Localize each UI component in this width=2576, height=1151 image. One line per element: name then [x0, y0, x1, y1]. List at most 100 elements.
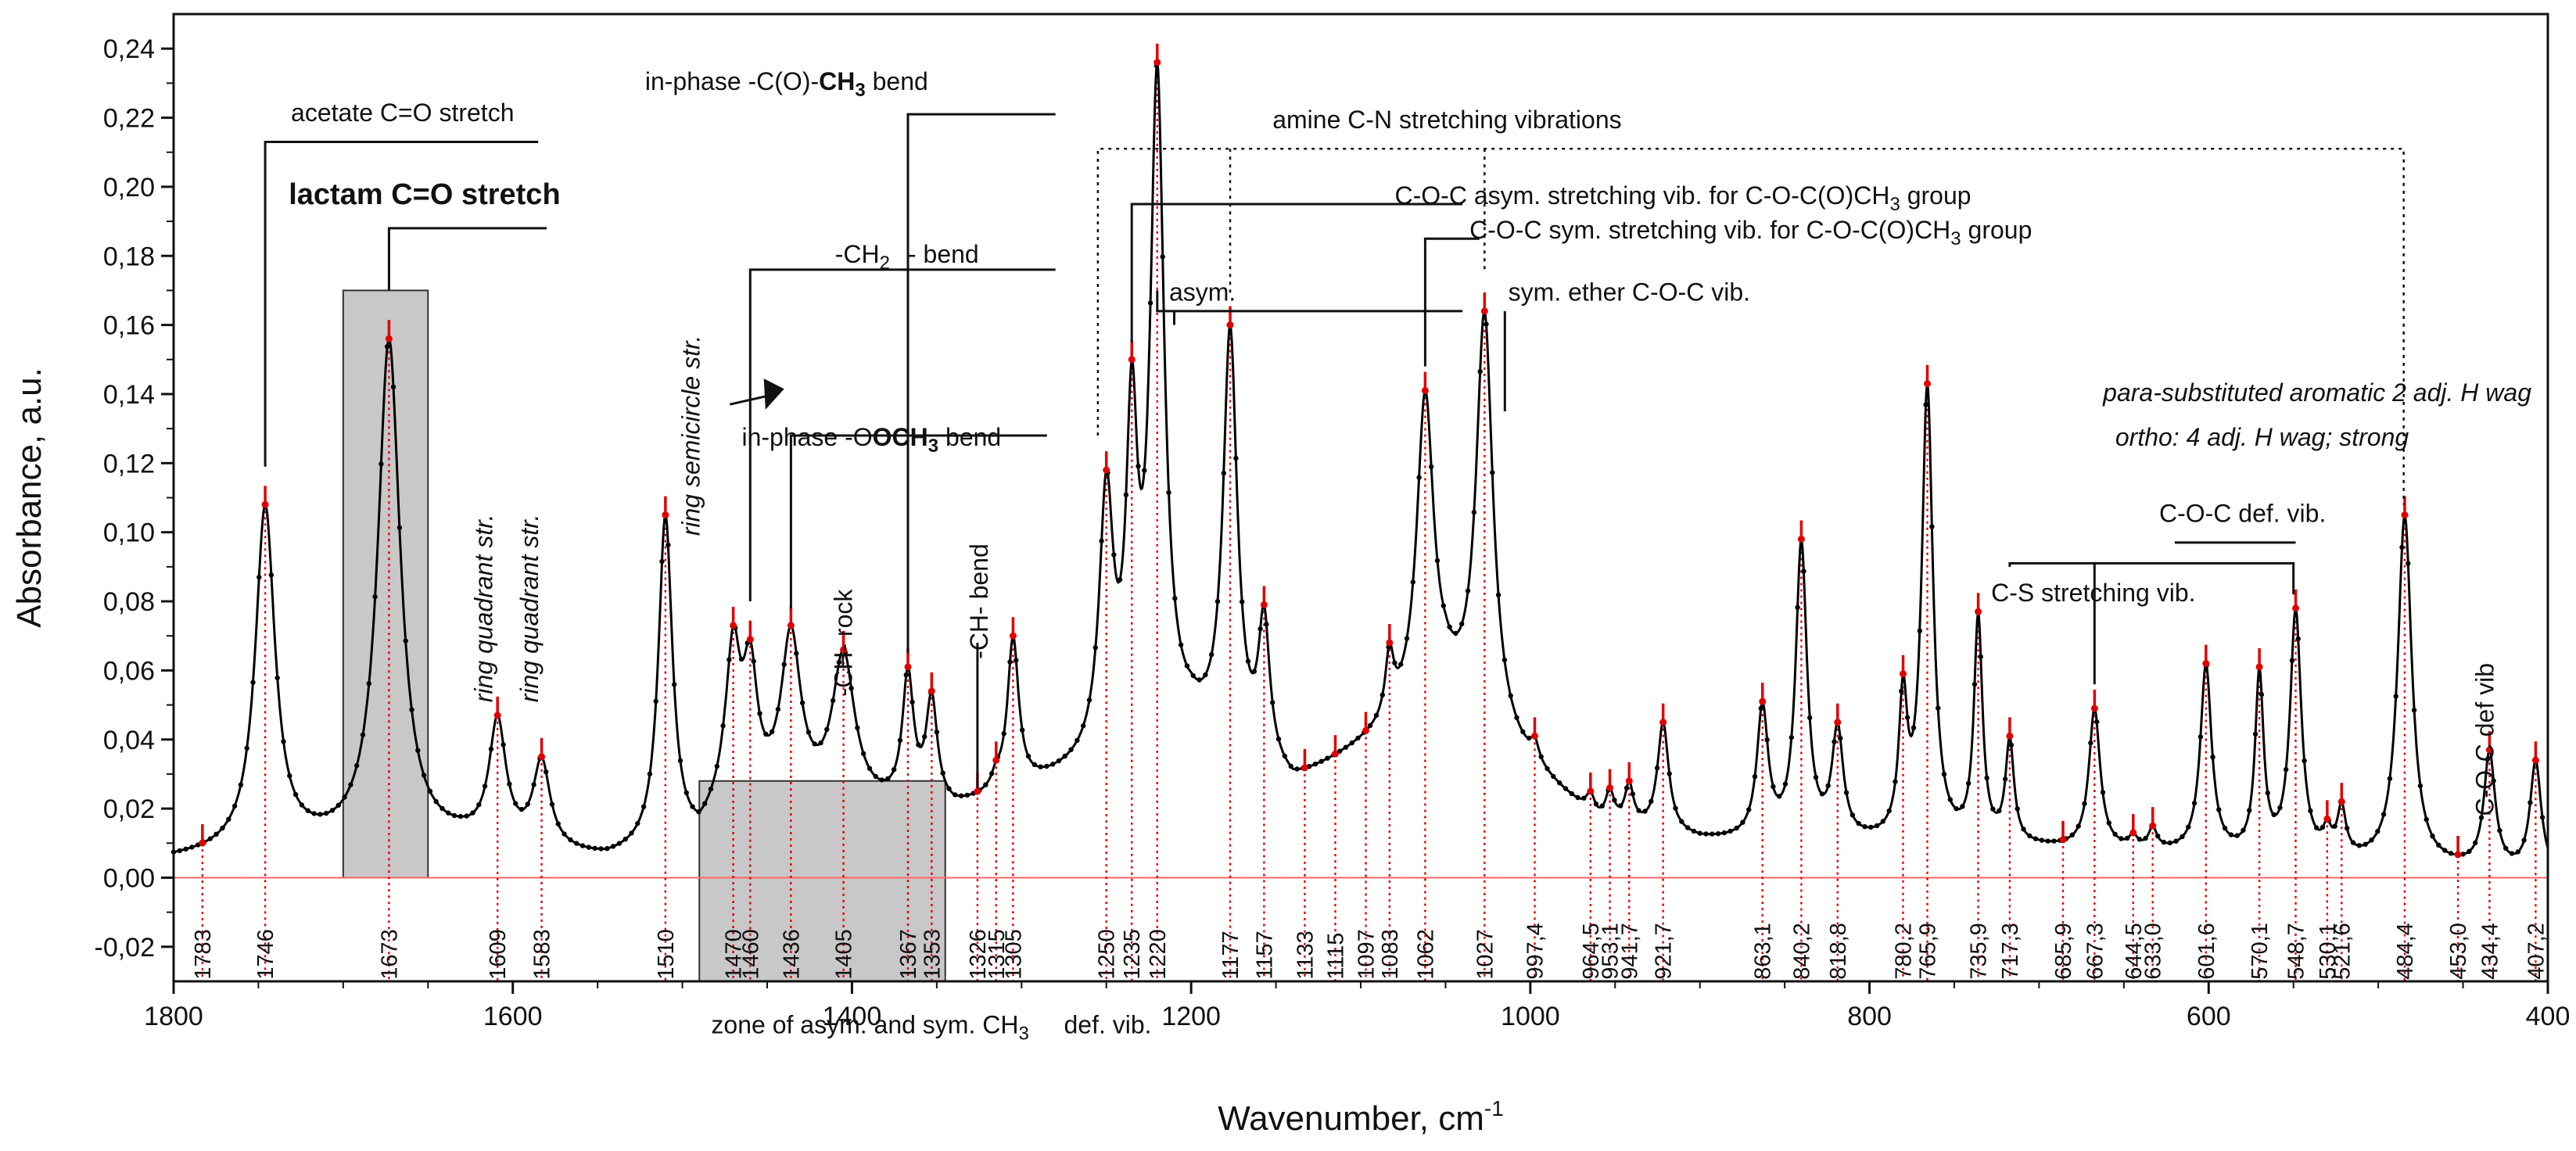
- spectrum-point: [1997, 808, 2002, 814]
- spectrum-point: [2167, 840, 2172, 846]
- spectrum-point: [568, 837, 573, 843]
- spectrum-point: [1178, 642, 1184, 647]
- x-tick-label: 1400: [823, 1002, 882, 1031]
- spectrum-point: [2008, 742, 2015, 748]
- y-tick-label: 0,06: [103, 656, 155, 686]
- spectrum-point: [1495, 592, 1501, 598]
- spectrum-point: [2375, 829, 2380, 834]
- spectrum-point: [257, 574, 262, 580]
- peak-label: 434,4: [2477, 923, 2502, 980]
- spectrum-point: [1710, 831, 1715, 837]
- spectrum-point: [598, 846, 604, 852]
- peak-label: 1783: [191, 929, 216, 980]
- peak-marker-dot: [1834, 719, 1842, 726]
- annotation-7: C-O-C sym. stretching vib. for C-O-C(O)C…: [1469, 216, 2032, 249]
- annotation-suffix: group: [1900, 181, 1971, 210]
- peak-marker-dot: [2454, 851, 2462, 859]
- leader-lactam: [387, 227, 547, 291]
- spectrum-point: [2186, 824, 2191, 830]
- spectrum-point: [1960, 804, 1965, 809]
- spectrum-point: [1838, 735, 1843, 741]
- spectrum-point: [2528, 800, 2533, 805]
- peak-label: 530,1: [2316, 923, 2341, 980]
- annotation-10: in-phase -OOCH3 bend: [741, 423, 1001, 457]
- spectrum-point: [781, 662, 787, 667]
- spectrum-point: [1355, 735, 1361, 741]
- spectrum-point: [1288, 763, 1293, 769]
- spectrum-point: [2027, 833, 2032, 839]
- spectrum-point: [1880, 819, 1886, 824]
- rotated-annotation-5: C-O-C def vib: [2471, 663, 2499, 816]
- spectrum-point: [964, 792, 970, 798]
- spectrum-point: [1758, 705, 1763, 712]
- peak-label: 1235: [1120, 929, 1145, 980]
- peak-marker-dot: [1153, 59, 1161, 66]
- peak-droplines: [201, 62, 2537, 981]
- spectrum-point: [311, 811, 317, 816]
- spectrum-point: [1856, 820, 1861, 826]
- spectrum-point: [427, 788, 433, 794]
- spectrum-point: [531, 782, 536, 787]
- spectrum-point: [2137, 837, 2142, 842]
- spectrum-point: [2369, 837, 2374, 843]
- peak-marker-dot: [1797, 536, 1805, 543]
- spectrum-point: [372, 594, 378, 600]
- spectrum-point: [1440, 603, 1447, 608]
- shaded-region-1: [698, 780, 946, 982]
- spectrum-point: [1349, 740, 1354, 746]
- spectrum-point: [335, 802, 341, 809]
- rotated-annotation-3: -CH- rock: [829, 589, 857, 697]
- spectrum-point: [2485, 756, 2490, 762]
- spectrum-point: [640, 804, 647, 809]
- annotation-suffix: bend: [866, 67, 928, 95]
- peak-label: 1367: [896, 929, 921, 980]
- spectrum-point: [2284, 766, 2289, 773]
- peak-marker-dot: [385, 335, 393, 342]
- annotation-2: in-phase -C(O)-CH3 bend: [645, 67, 928, 101]
- spectrum-point: [2387, 776, 2393, 781]
- spectrum-point: [476, 801, 482, 808]
- spectrum-point: [946, 786, 952, 791]
- spectrum-point: [916, 742, 921, 748]
- peak-label: 484,4: [2393, 923, 2418, 980]
- spectrum-point: [1086, 697, 1092, 703]
- spectrum-point: [2406, 561, 2411, 566]
- spectrum-point: [415, 748, 421, 753]
- spectrum-point: [1813, 774, 1819, 780]
- spectrum-point: [1990, 806, 1996, 812]
- leader-c-o-ch3: [906, 113, 1056, 654]
- annotation-5: amine C-N stretching vibrations: [1272, 106, 1621, 134]
- spectrum-point: [446, 810, 451, 816]
- spectrum-point: [1642, 809, 1648, 814]
- peak-label: 964,5: [1579, 923, 1604, 980]
- spectrum-point: [1258, 626, 1263, 632]
- spectrum-point: [1868, 824, 1874, 830]
- spectrum-point: [2265, 790, 2270, 796]
- peak-label: 1326: [966, 929, 991, 980]
- spectrum-point: [1612, 798, 1617, 803]
- spectrum-point: [2088, 740, 2093, 746]
- spectrum-point: [238, 782, 244, 787]
- peak-label: 1177: [1218, 930, 1243, 979]
- spectrum-point: [934, 730, 940, 735]
- spectrum-point: [1545, 766, 1550, 772]
- rotated-annotation-4: -CH- bend: [965, 543, 993, 659]
- annotation-subscript: 3: [1950, 228, 1961, 249]
- spectrum-point: [849, 685, 854, 691]
- spectrum-point: [714, 763, 719, 769]
- spectrum-point: [2356, 843, 2363, 848]
- spectrum-point: [1514, 715, 1519, 720]
- spectrum-point: [2252, 731, 2258, 737]
- spectrum-point: [720, 723, 726, 729]
- spectrum-point: [1740, 819, 1745, 825]
- peak-marker-dot: [1421, 387, 1429, 395]
- spectrum-point: [1471, 509, 1477, 515]
- peak-marker-dot: [2059, 836, 2067, 844]
- annotation-subscript: 3: [1018, 1023, 1028, 1044]
- spectrum-point: [1459, 621, 1465, 627]
- spectrum-point: [292, 791, 299, 798]
- spectrum-point: [1373, 712, 1379, 718]
- peak-marker-dot: [2006, 732, 2014, 740]
- spectrum-point: [385, 344, 390, 350]
